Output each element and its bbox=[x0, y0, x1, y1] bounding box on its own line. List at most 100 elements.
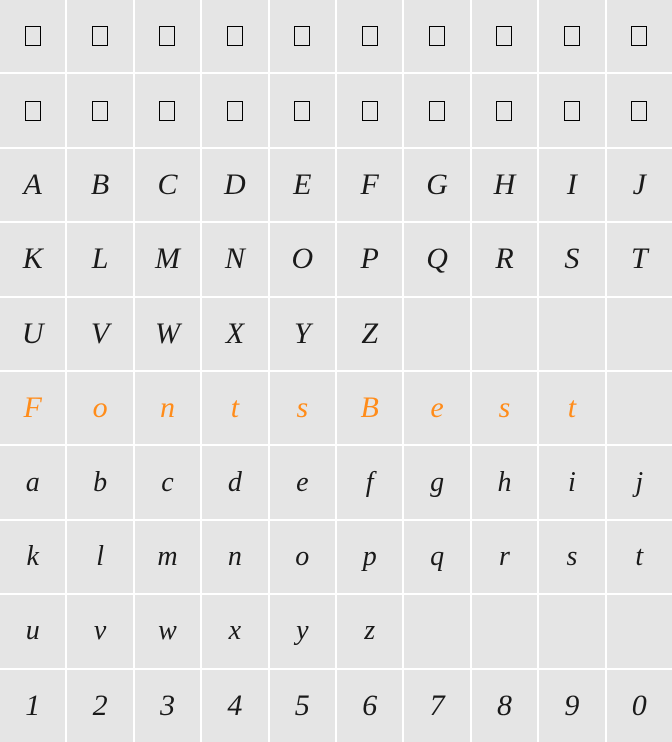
missing-glyph-icon bbox=[159, 26, 175, 46]
glyph-char: 9 bbox=[564, 689, 579, 723]
grid-cell: B bbox=[337, 372, 402, 444]
glyph-char: M bbox=[155, 242, 180, 276]
missing-glyph-icon bbox=[25, 26, 41, 46]
grid-cell: t bbox=[539, 372, 604, 444]
missing-glyph-icon bbox=[227, 101, 243, 121]
glyph-char: 8 bbox=[497, 689, 512, 723]
glyph-char: A bbox=[24, 168, 42, 202]
glyph-char: f bbox=[366, 467, 374, 499]
grid-cell: l bbox=[67, 521, 132, 593]
grid-cell: 5 bbox=[270, 670, 335, 742]
grid-cell bbox=[404, 74, 469, 146]
grid-cell: x bbox=[202, 595, 267, 667]
glyph-char: D bbox=[224, 168, 246, 202]
missing-glyph-icon bbox=[496, 101, 512, 121]
character-grid: ABCDEFGHIJKLMNOPQRSTUVWXYZFontsBestabcde… bbox=[0, 0, 672, 742]
glyph-char: 6 bbox=[362, 689, 377, 723]
grid-cell bbox=[337, 0, 402, 72]
glyph-char: y bbox=[296, 615, 308, 647]
grid-cell: n bbox=[135, 372, 200, 444]
grid-cell bbox=[607, 0, 672, 72]
grid-cell: E bbox=[270, 149, 335, 221]
grid-cell bbox=[202, 74, 267, 146]
glyph-char: t bbox=[568, 391, 576, 425]
grid-cell bbox=[337, 74, 402, 146]
grid-cell: k bbox=[0, 521, 65, 593]
glyph-char: I bbox=[567, 168, 577, 202]
glyph-char: H bbox=[494, 168, 516, 202]
grid-cell: h bbox=[472, 446, 537, 518]
glyph-char: K bbox=[23, 242, 43, 276]
glyph-char: B bbox=[91, 168, 109, 202]
grid-cell: o bbox=[67, 372, 132, 444]
grid-cell: z bbox=[337, 595, 402, 667]
missing-glyph-icon bbox=[25, 101, 41, 121]
grid-cell: N bbox=[202, 223, 267, 295]
grid-cell bbox=[472, 595, 537, 667]
missing-glyph-icon bbox=[362, 26, 378, 46]
glyph-char: c bbox=[161, 467, 173, 499]
grid-cell: Z bbox=[337, 298, 402, 370]
grid-cell: L bbox=[67, 223, 132, 295]
grid-cell bbox=[67, 74, 132, 146]
glyph-char: U bbox=[22, 317, 44, 351]
grid-cell: M bbox=[135, 223, 200, 295]
grid-cell: 3 bbox=[135, 670, 200, 742]
glyph-char: F bbox=[24, 391, 42, 425]
grid-cell: V bbox=[67, 298, 132, 370]
missing-glyph-icon bbox=[227, 26, 243, 46]
missing-glyph-icon bbox=[429, 26, 445, 46]
grid-cell bbox=[539, 595, 604, 667]
grid-cell: n bbox=[202, 521, 267, 593]
grid-cell bbox=[404, 0, 469, 72]
glyph-char: 5 bbox=[295, 689, 310, 723]
grid-cell: s bbox=[270, 372, 335, 444]
grid-cell: m bbox=[135, 521, 200, 593]
glyph-char: R bbox=[495, 242, 513, 276]
grid-cell: a bbox=[0, 446, 65, 518]
grid-cell bbox=[472, 0, 537, 72]
grid-cell: Y bbox=[270, 298, 335, 370]
grid-cell bbox=[539, 298, 604, 370]
grid-cell: W bbox=[135, 298, 200, 370]
glyph-char: T bbox=[631, 242, 648, 276]
grid-cell: f bbox=[337, 446, 402, 518]
grid-cell: w bbox=[135, 595, 200, 667]
glyph-char: v bbox=[94, 615, 106, 647]
grid-cell bbox=[270, 74, 335, 146]
glyph-char: t bbox=[231, 391, 239, 425]
grid-cell bbox=[270, 0, 335, 72]
grid-cell: q bbox=[404, 521, 469, 593]
glyph-char: 3 bbox=[160, 689, 175, 723]
glyph-char: w bbox=[158, 615, 177, 647]
glyph-char: o bbox=[93, 391, 108, 425]
grid-cell bbox=[0, 74, 65, 146]
grid-cell: 2 bbox=[67, 670, 132, 742]
grid-cell: b bbox=[67, 446, 132, 518]
grid-cell: y bbox=[270, 595, 335, 667]
grid-cell: 1 bbox=[0, 670, 65, 742]
glyph-char: 7 bbox=[430, 689, 445, 723]
missing-glyph-icon bbox=[564, 26, 580, 46]
grid-cell: X bbox=[202, 298, 267, 370]
glyph-char: N bbox=[225, 242, 245, 276]
grid-cell: p bbox=[337, 521, 402, 593]
grid-cell: I bbox=[539, 149, 604, 221]
grid-cell: 4 bbox=[202, 670, 267, 742]
grid-cell: 7 bbox=[404, 670, 469, 742]
grid-cell: j bbox=[607, 446, 672, 518]
glyph-char: a bbox=[26, 467, 40, 499]
grid-cell: 6 bbox=[337, 670, 402, 742]
grid-cell: P bbox=[337, 223, 402, 295]
glyph-char: x bbox=[229, 615, 241, 647]
grid-cell: S bbox=[539, 223, 604, 295]
glyph-char: z bbox=[364, 615, 375, 647]
grid-cell: A bbox=[0, 149, 65, 221]
glyph-char: j bbox=[635, 467, 643, 499]
glyph-char: O bbox=[291, 242, 313, 276]
grid-cell bbox=[202, 0, 267, 72]
grid-cell: O bbox=[270, 223, 335, 295]
grid-cell: U bbox=[0, 298, 65, 370]
glyph-char: P bbox=[361, 242, 379, 276]
glyph-char: J bbox=[633, 168, 646, 202]
